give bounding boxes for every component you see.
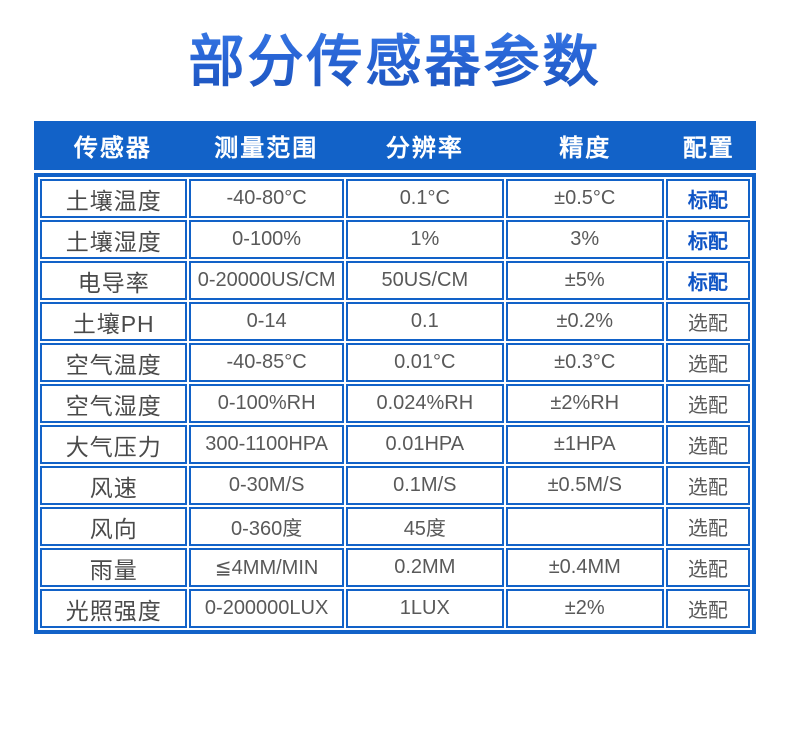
table-row: 大气压力 300-1100HPA 0.01HPA ±1HPA 选配 [40,425,750,464]
col-header-config: 配置 [666,126,751,165]
accuracy-cell: ±0.5°C [505,179,664,218]
table-header: 传感器 测量范围 分辨率 精度 配置 [34,121,756,170]
sensor-name-cell: 空气温度 [40,343,188,382]
table-row: 风向 0-360度 45度 选配 [40,507,750,546]
resolution-cell: 1% [345,220,504,259]
table-row: 土壤温度 -40-80°C 0.1°C ±0.5°C 标配 [40,179,750,218]
resolution-cell: 0.1 [345,302,504,341]
accuracy-cell: ±0.5M/S [505,466,664,505]
config-cell: 选配 [665,343,750,382]
accuracy-cell: ±0.2% [505,302,664,341]
resolution-cell: 0.2MM [345,548,504,587]
range-cell: 0-100%RH [189,384,344,423]
range-cell: 0-30M/S [189,466,344,505]
table-row: 空气温度 -40-85°C 0.01°C ±0.3°C 选配 [40,343,750,382]
sensor-spec-table: 传感器 测量范围 分辨率 精度 配置 土壤温度 -40-80°C 0.1°C ±0.5… [34,121,756,634]
resolution-cell: 0.01HPA [345,425,504,464]
resolution-cell: 1LUX [345,589,504,628]
accuracy-cell: 3% [505,220,664,259]
table-body: 土壤温度 -40-80°C 0.1°C ±0.5°C 标配 土壤湿度 0-100% 1% 3% 标… [34,173,756,634]
accuracy-cell: ±2%RH [505,384,664,423]
table-row: 土壤湿度 0-100% 1% 3% 标配 [40,220,750,259]
col-header-range: 测量范围 [188,126,344,165]
table-row: 风速 0-30M/S 0.1M/S ±0.5M/S 选配 [40,466,750,505]
config-cell: 标配 [665,179,750,218]
config-cell: 选配 [665,507,750,546]
sensor-name-cell: 土壤温度 [40,179,188,218]
resolution-cell: 0.1M/S [345,466,504,505]
range-cell: 0-14 [189,302,344,341]
col-header-accuracy: 精度 [506,126,665,165]
config-cell: 选配 [665,548,750,587]
resolution-cell: 45度 [345,507,504,546]
range-cell: -40-80°C [189,179,344,218]
range-cell: 0-360度 [189,507,344,546]
config-cell: 标配 [665,261,750,300]
accuracy-cell [505,507,664,546]
accuracy-cell: ±2% [505,589,664,628]
range-cell: -40-85°C [189,343,344,382]
col-header-sensor: 传感器 [39,126,187,165]
config-cell: 选配 [665,302,750,341]
resolution-cell: 50US/CM [345,261,504,300]
accuracy-cell: ±1HPA [505,425,664,464]
config-cell: 选配 [665,384,750,423]
sensor-name-cell: 光照强度 [40,589,188,628]
range-cell: 0-20000US/CM [189,261,344,300]
range-cell: ≦4MM/MIN [189,548,344,587]
sensor-name-cell: 雨量 [40,548,188,587]
config-cell: 选配 [665,589,750,628]
table-row: 空气湿度 0-100%RH 0.024%RH ±2%RH 选配 [40,384,750,423]
resolution-cell: 0.01°C [345,343,504,382]
col-header-resolution: 分辨率 [345,126,505,165]
header-row: 传感器 测量范围 分辨率 精度 配置 [39,126,751,165]
accuracy-cell: ±0.3°C [505,343,664,382]
table-row: 土壤PH 0-14 0.1 ±0.2% 选配 [40,302,750,341]
table-row: 电导率 0-20000US/CM 50US/CM ±5% 标配 [40,261,750,300]
page-title: 部分传感器参数 [0,0,790,96]
sensor-name-cell: 土壤PH [40,302,188,341]
sensor-name-cell: 电导率 [40,261,188,300]
sensor-name-cell: 土壤湿度 [40,220,188,259]
range-cell: 0-200000LUX [189,589,344,628]
config-cell: 标配 [665,220,750,259]
table-row: 光照强度 0-200000LUX 1LUX ±2% 选配 [40,589,750,628]
accuracy-cell: ±0.4MM [505,548,664,587]
table-row: 雨量 ≦4MM/MIN 0.2MM ±0.4MM 选配 [40,548,750,587]
range-cell: 300-1100HPA [189,425,344,464]
config-cell: 选配 [665,425,750,464]
sensor-name-cell: 大气压力 [40,425,188,464]
sensor-name-cell: 空气湿度 [40,384,188,423]
accuracy-cell: ±5% [505,261,664,300]
sensor-name-cell: 风速 [40,466,188,505]
resolution-cell: 0.024%RH [345,384,504,423]
sensor-name-cell: 风向 [40,507,188,546]
config-cell: 选配 [665,466,750,505]
range-cell: 0-100% [189,220,344,259]
resolution-cell: 0.1°C [345,179,504,218]
